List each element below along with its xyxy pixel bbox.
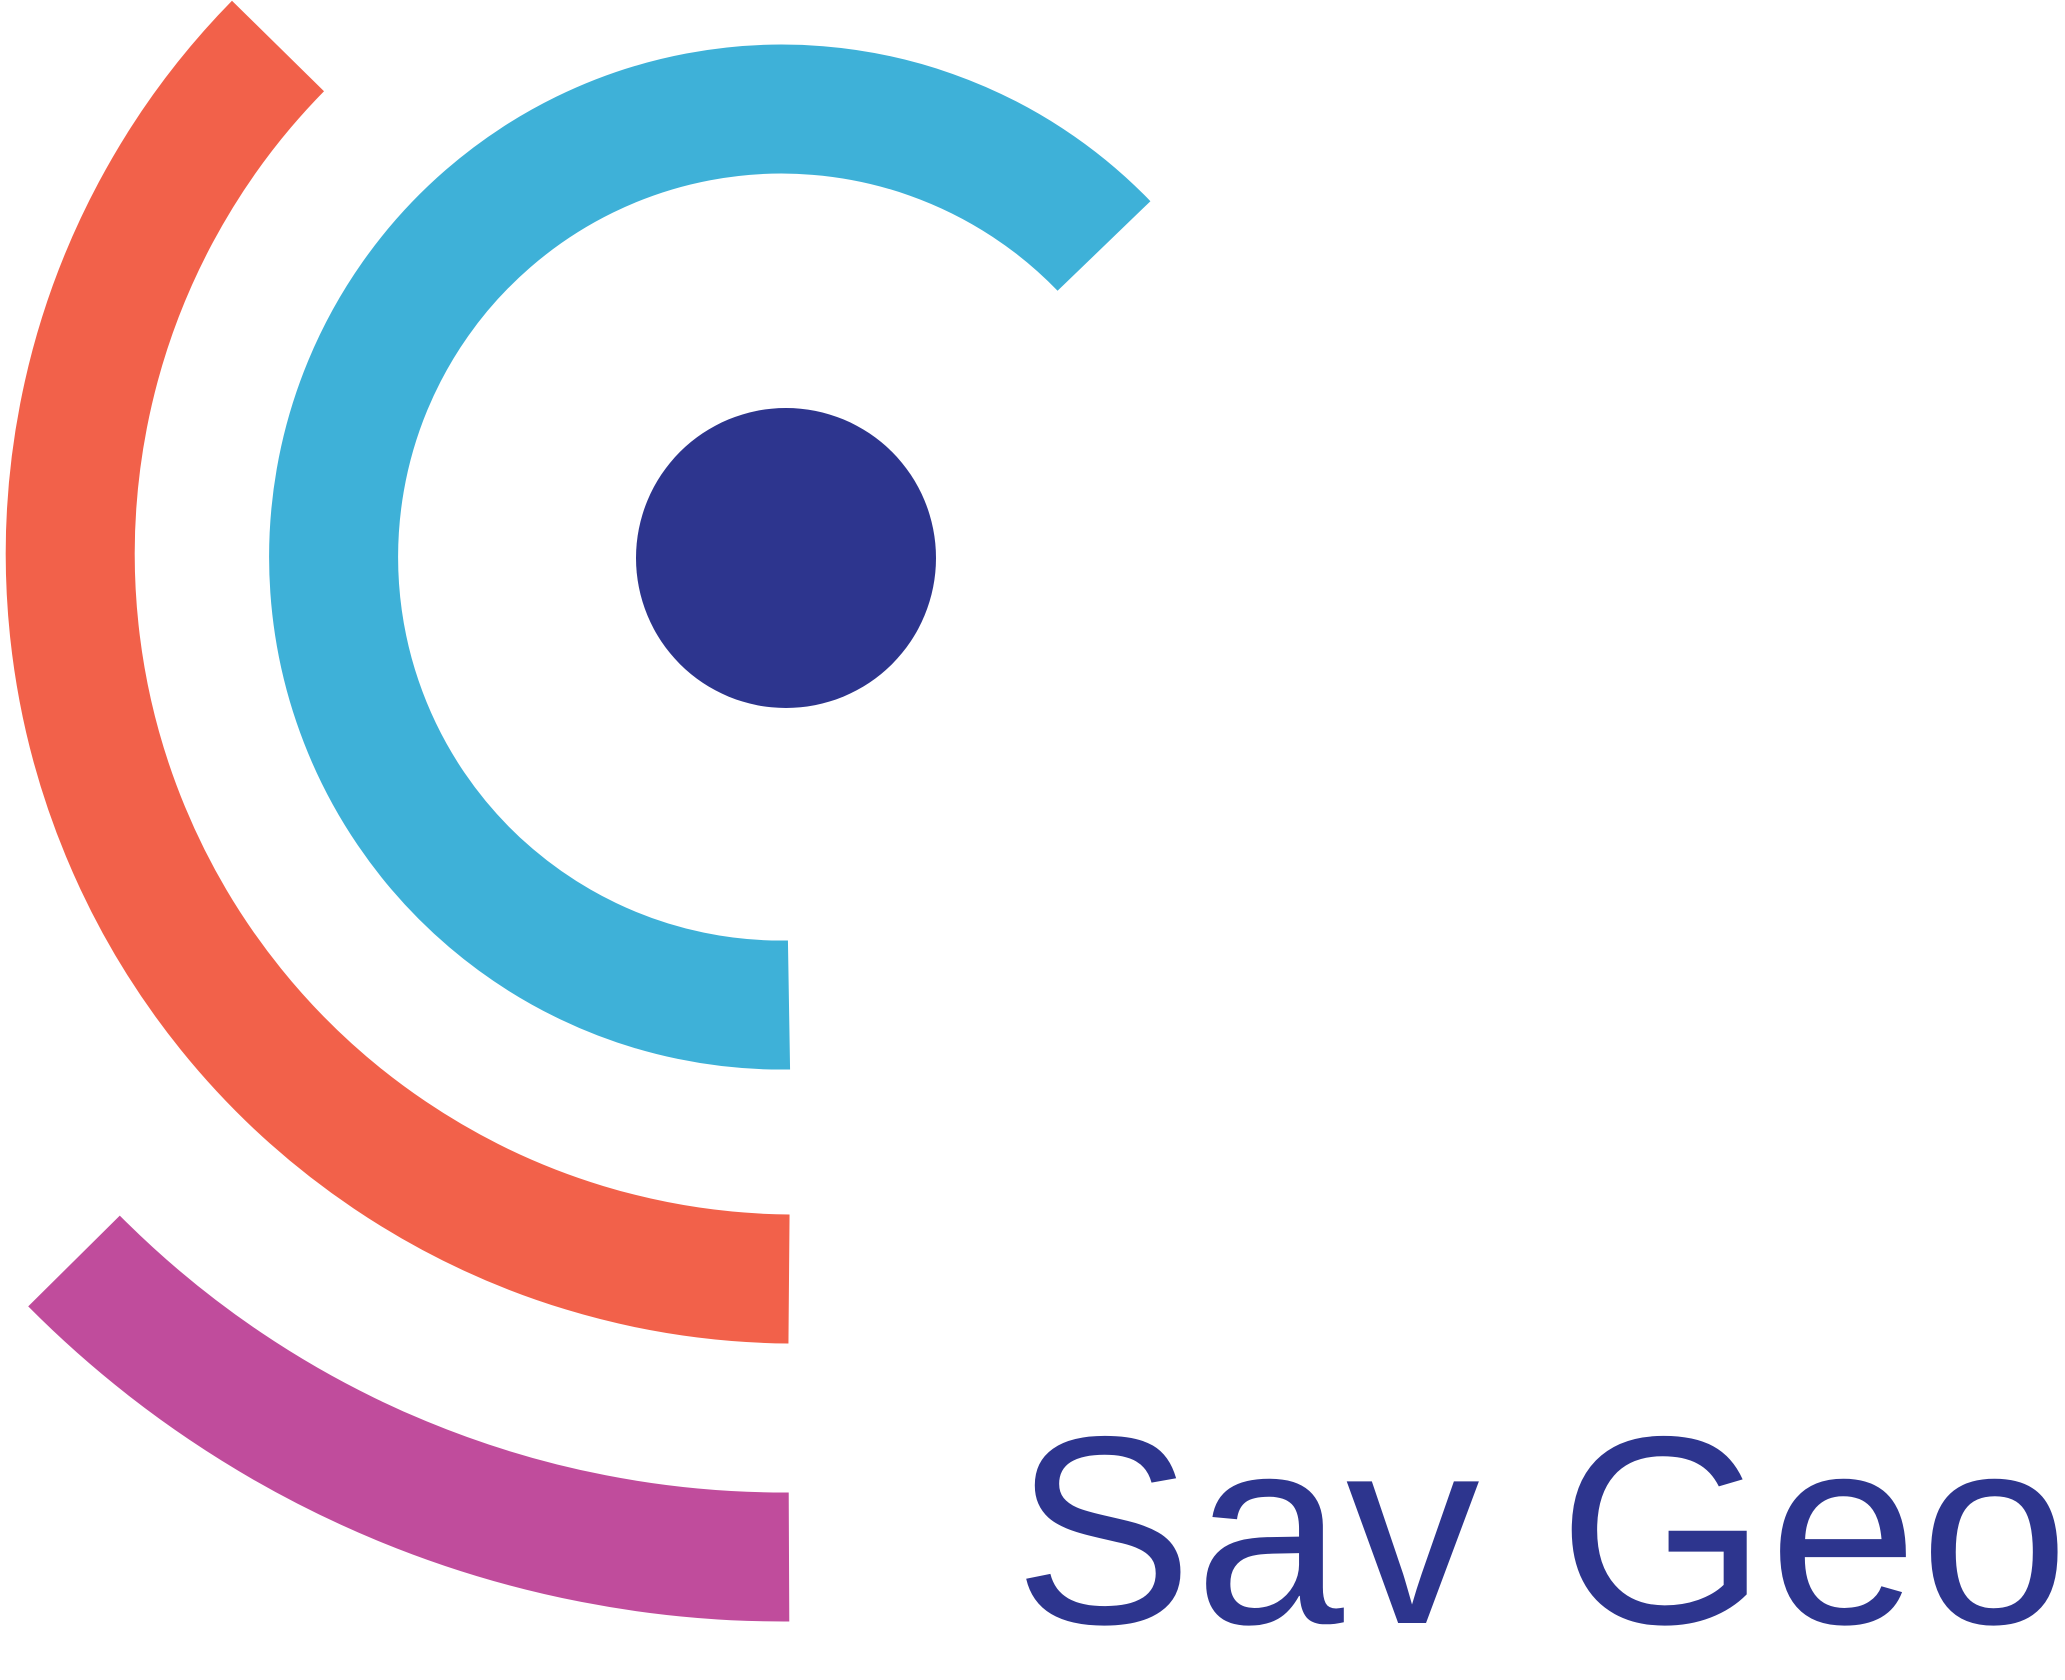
bottom-arc bbox=[28, 1215, 790, 1622]
outer-arc bbox=[5, 0, 790, 1344]
middle-arc bbox=[269, 44, 1151, 1070]
center-dot bbox=[636, 408, 936, 708]
brand-wordmark: Sav Geo bbox=[1014, 1380, 2065, 1680]
logo-mark bbox=[5, 0, 1151, 1622]
logo: Sav Geo bbox=[5, 0, 2065, 1664]
